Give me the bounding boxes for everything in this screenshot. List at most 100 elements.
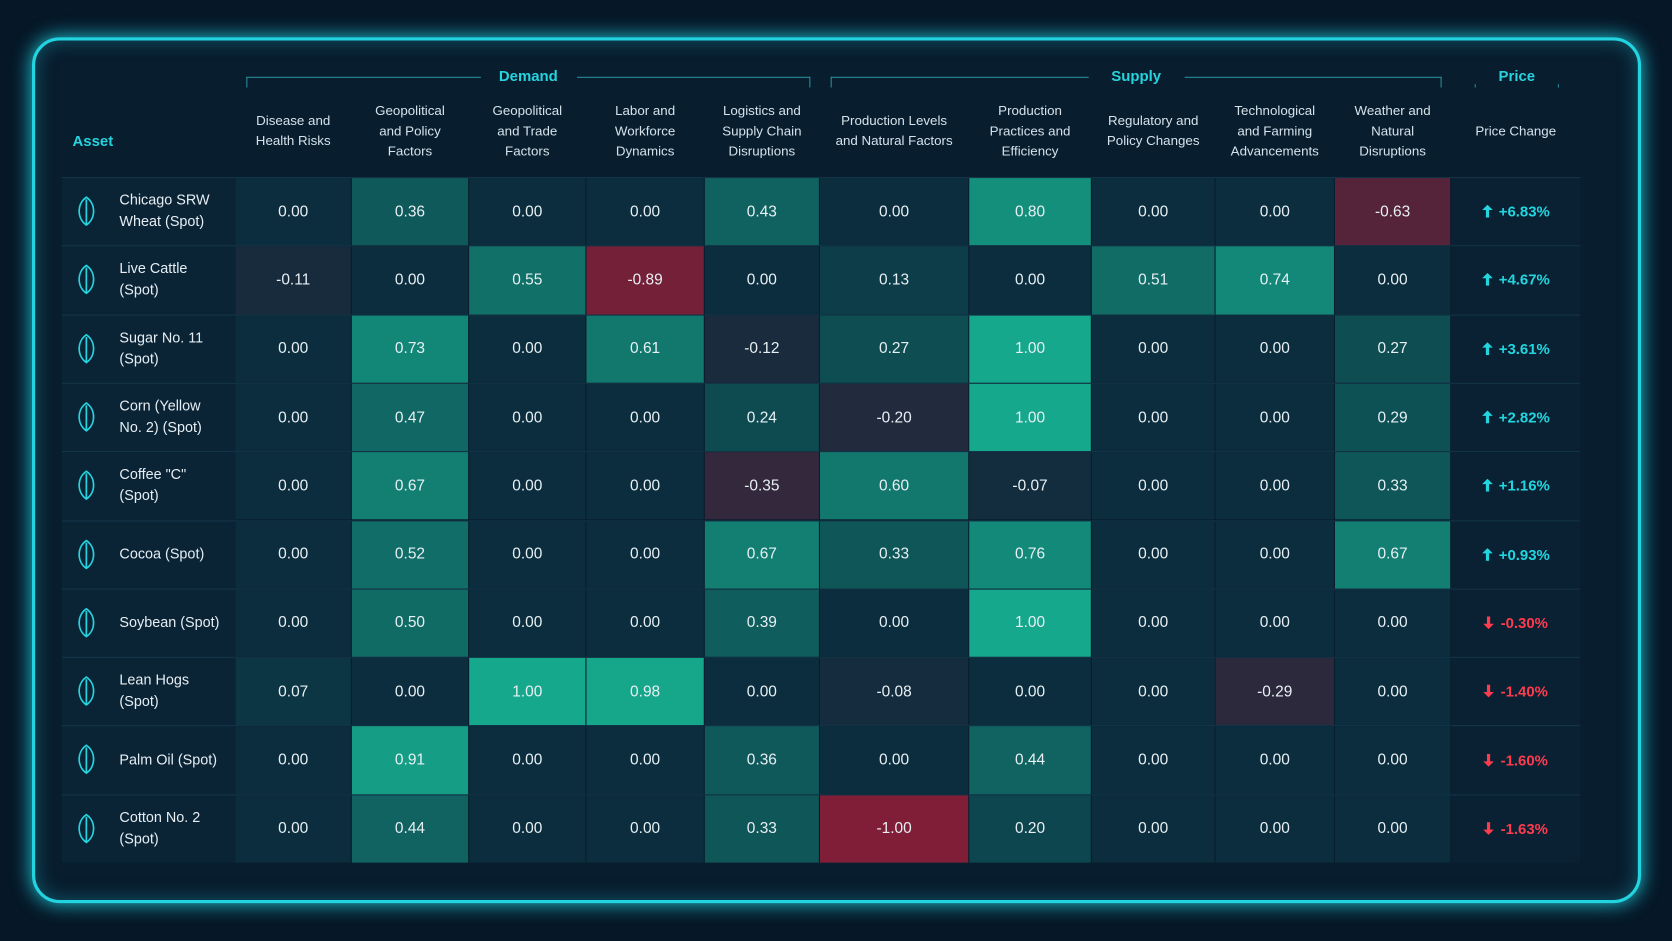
price-value: -1.60% — [1500, 751, 1548, 769]
heat-cell: 0.00 — [469, 520, 586, 589]
heat-cell: 0.43 — [704, 178, 819, 246]
heat-cell: 0.00 — [235, 795, 351, 863]
column-header: Disease and Health Risks — [255, 113, 331, 149]
price-value: +3.61% — [1498, 339, 1550, 357]
heat-cell: -0.35 — [704, 452, 819, 520]
asset-name: Cotton No. 2 (Spot) — [119, 809, 201, 847]
heat-cell: 0.00 — [1215, 383, 1334, 452]
heat-cell: 0.00 — [1215, 452, 1334, 520]
heat-cell: 1.00 — [969, 383, 1091, 452]
asset-name: Coffee "C" (Spot) — [119, 466, 187, 504]
price-value: +0.93% — [1498, 545, 1550, 563]
heat-cell: 0.00 — [351, 658, 469, 726]
heat-cell: 0.00 — [1335, 726, 1451, 795]
asset-icon-box — [68, 536, 104, 572]
column-header: Production Practices and Efficiency — [989, 102, 1071, 159]
asset-icon-box — [68, 330, 104, 366]
row-divider — [61, 519, 1581, 521]
price-arrow — [1481, 341, 1493, 355]
row-divider — [61, 451, 1581, 453]
heat-cell: 0.47 — [351, 383, 469, 452]
column-header: Regulatory and Policy Changes — [1106, 113, 1200, 149]
asset-icon-box — [68, 741, 104, 777]
asset-name: Chicago SRW Wheat (Spot) — [119, 192, 210, 230]
heat-cell: 0.00 — [1091, 520, 1215, 589]
heat-cell: 0.00 — [586, 795, 704, 863]
group-label: Price — [1468, 67, 1565, 85]
row-divider — [61, 656, 1581, 659]
heat-cell: 0.00 — [1215, 795, 1334, 863]
group-label: Demand — [480, 67, 577, 85]
column-header: Logistics and Supply Chain Disruptions — [722, 102, 802, 159]
heat-cell: 0.00 — [1091, 795, 1215, 863]
price-change: -1.40% — [1451, 657, 1580, 726]
price-value: +4.67% — [1498, 271, 1550, 289]
column-header: Geopolitical and Policy Factors — [375, 102, 445, 159]
price-arrow — [1483, 821, 1495, 835]
price-value: +1.16% — [1498, 476, 1550, 495]
asset-name: Cocoa (Spot) — [119, 545, 205, 562]
price-change: +6.83% — [1451, 177, 1580, 246]
heat-cell: 0.98 — [586, 658, 704, 726]
heat-cell: 0.00 — [819, 726, 969, 795]
heat-cell: 0.00 — [235, 520, 351, 589]
price-arrow — [1481, 479, 1493, 492]
column-header: Weather and Natural Disruptions — [1354, 102, 1431, 159]
asset-name: Live Cattle (Spot) — [119, 260, 188, 298]
row-divider — [61, 314, 1581, 316]
heat-cell: 0.00 — [586, 383, 704, 452]
heat-cell: -0.07 — [969, 452, 1091, 520]
heat-cell: 0.67 — [1335, 520, 1451, 589]
heat-cell: 0.00 — [235, 589, 351, 657]
heat-cell: 0.00 — [469, 178, 586, 246]
heat-cell: 0.00 — [235, 315, 351, 383]
heat-cell: -0.11 — [235, 246, 351, 315]
heat-cell: 0.36 — [704, 726, 819, 795]
price-value: -1.40% — [1500, 682, 1548, 700]
heat-cell: 0.00 — [1335, 246, 1451, 315]
price-arrow — [1481, 273, 1493, 287]
heat-cell: 0.55 — [469, 246, 586, 315]
asset-icon — [78, 401, 95, 432]
price-change: +3.61% — [1451, 314, 1580, 383]
heat-cell: 0.73 — [351, 315, 469, 383]
asset-icon — [78, 676, 95, 706]
heat-cell: 0.50 — [351, 589, 469, 657]
heat-cell: 0.39 — [704, 589, 819, 657]
heat-cell: 0.00 — [1091, 178, 1215, 246]
heat-cell: -1.00 — [819, 795, 969, 863]
heat-cell: 0.61 — [586, 315, 704, 383]
asset-icon-box — [68, 810, 104, 846]
price-value: -0.30% — [1500, 614, 1548, 632]
heat-cell: 0.00 — [969, 246, 1091, 315]
asset-header: Asset — [72, 132, 114, 150]
column-header: Labor and Workforce Dynamics — [614, 102, 676, 159]
heat-cell: 0.44 — [969, 726, 1091, 795]
row-divider — [61, 245, 1581, 247]
heat-cell: 0.00 — [469, 589, 586, 657]
column-header: Price Change — [1475, 123, 1557, 139]
heat-cell: 0.76 — [969, 520, 1091, 589]
asset-icon-box — [68, 399, 104, 435]
heat-cell: 0.00 — [1091, 658, 1215, 726]
asset-icon — [78, 196, 95, 227]
heat-cell: 0.80 — [969, 178, 1091, 246]
heat-cell: 0.00 — [819, 589, 969, 657]
heat-cell: 0.00 — [1091, 726, 1215, 795]
heat-cell: 0.00 — [469, 726, 586, 795]
price-arrow — [1481, 410, 1493, 424]
heat-cell: 0.00 — [1215, 520, 1334, 589]
heat-cell: 0.00 — [1091, 383, 1215, 452]
heat-cell: 0.00 — [351, 246, 469, 315]
heat-cell: 0.67 — [351, 452, 469, 520]
asset-icon — [78, 813, 95, 844]
heat-cell: 0.00 — [969, 658, 1091, 726]
heat-cell: 0.00 — [586, 520, 704, 589]
asset-icon — [78, 264, 95, 295]
heat-cell: 0.00 — [235, 726, 351, 795]
heat-cell: 0.60 — [819, 452, 969, 520]
heat-cell: 0.13 — [819, 246, 969, 315]
heat-cell: 0.00 — [586, 452, 704, 520]
